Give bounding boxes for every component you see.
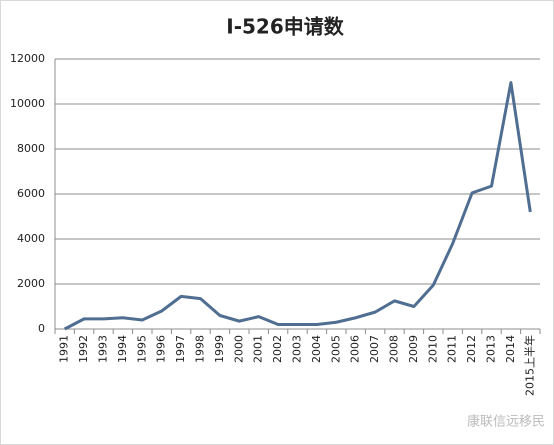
x-tick-label: 2014 [504,335,517,363]
x-tick-label: 2012 [465,335,478,363]
x-tick-label: 1991 [58,335,71,363]
x-tick-label: 2006 [349,335,362,363]
y-tick-label: 6000 [17,187,45,200]
chart-title: I-526申请数 [226,15,344,39]
x-tick-label: 1998 [194,335,207,363]
x-tick-label: 1997 [174,335,187,363]
x-tick-label: 2007 [368,335,381,363]
x-tick-label: 2004 [310,335,323,363]
y-tick-label: 12000 [10,52,45,65]
y-tick-label: 4000 [17,232,45,245]
x-tick-label: 2002 [271,335,284,363]
line [64,81,532,331]
x-tick-label: 1993 [97,335,110,363]
y-tick-label: 2000 [17,277,45,290]
x-tick-label: 1994 [116,335,129,363]
x-tick-label: 2005 [329,335,342,363]
watermark: 康联信远移民 [467,414,545,430]
y-tick-label: 10000 [10,97,45,110]
x-tick-label: 2013 [485,335,498,363]
x-tick-label: 2001 [252,335,265,363]
x-tick-label: 1999 [213,335,226,363]
x-tick-label: 2008 [388,335,401,363]
y-tick-label: 8000 [17,142,45,155]
x-tick-label: 2015上半年 [522,335,536,396]
x-tick-label: 2003 [291,335,304,363]
x-tick-label: 1996 [155,335,168,363]
x-tick-label: 2010 [426,335,439,363]
x-tick-label: 1992 [77,335,90,363]
y-tick-label: 0 [38,322,45,335]
x-tick-label: 1995 [135,335,148,363]
x-tick-label: 2011 [446,335,459,363]
x-tick-label: 2009 [407,335,420,363]
x-tick-label: 2000 [232,335,245,363]
